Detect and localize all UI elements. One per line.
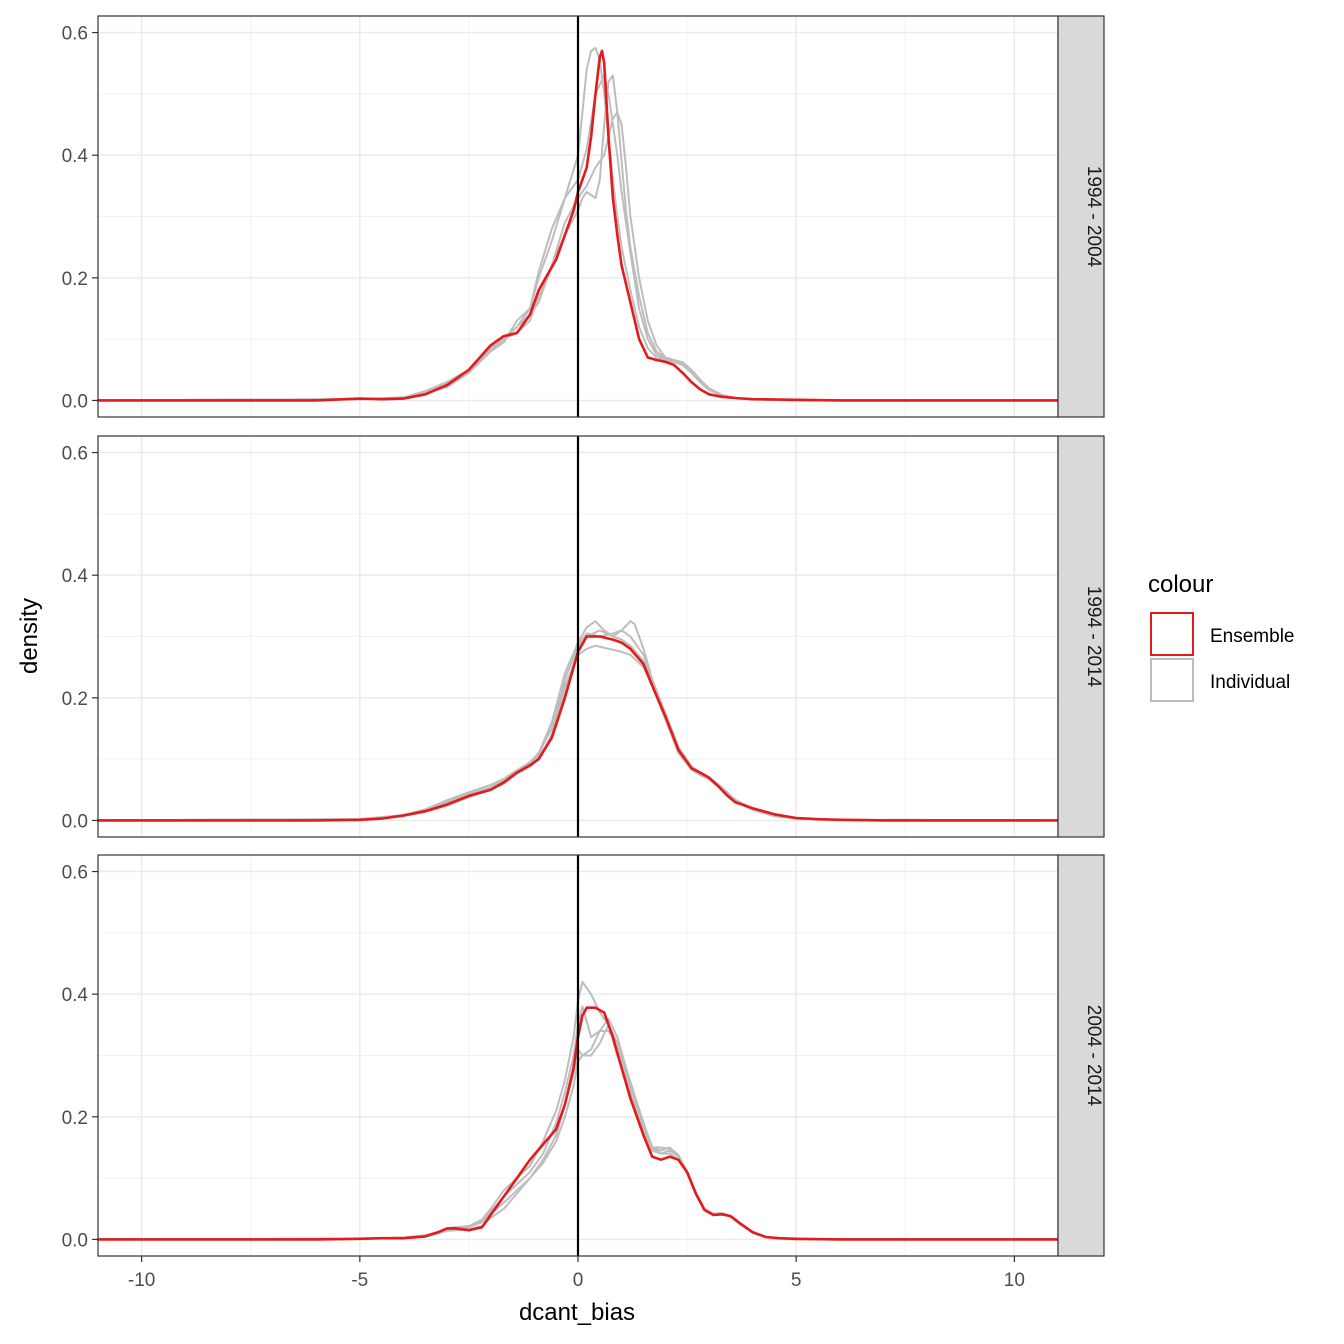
series-line-ensemble [96, 49, 1060, 402]
legend-key-individual [1150, 658, 1194, 702]
facet-strip-label: 1994 - 2004 [1083, 166, 1104, 268]
x-axis-title: dcant_bias [519, 1299, 635, 1326]
legend: colour Ensemble Individual [1148, 571, 1295, 702]
x-axis: -10 -5 0 5 10 [128, 1256, 1025, 1291]
facet-panel: 1994 - 2004 0.0 0.2 0.4 0.6 [62, 15, 1105, 418]
y-tick-label: 0.0 [62, 391, 88, 412]
facet-panel: 2004 - 2014 0.0 0.2 0.4 0.6 [62, 854, 1105, 1257]
facet-strip [1057, 854, 1105, 1257]
series-line-individual [97, 74, 1059, 402]
y-tick-label: 0.4 [62, 146, 89, 167]
y-axis-title: density [16, 598, 43, 674]
y-tick-label: 0.6 [62, 24, 88, 45]
y-tick-label: 0.0 [62, 1230, 88, 1251]
facet-strip [1057, 15, 1105, 418]
legend-label-ensemble: Ensemble [1210, 626, 1295, 647]
series-line-ensemble [96, 635, 1060, 822]
legend-key-ensemble [1150, 612, 1194, 656]
y-tick-label: 0.4 [62, 566, 89, 587]
y-tick-label: 0.2 [62, 269, 88, 290]
y-tick-label: 0.2 [62, 1108, 88, 1129]
facet-strip-label: 2004 - 2014 [1083, 1005, 1104, 1107]
series-line-individual [97, 629, 1059, 822]
x-tick-label: -10 [128, 1270, 155, 1291]
facet-strip-label: 1994 - 2014 [1083, 586, 1104, 688]
x-tick-label: 10 [1004, 1270, 1025, 1291]
x-tick-label: 5 [791, 1270, 802, 1291]
x-tick-label: 0 [573, 1270, 584, 1291]
legend-label-individual: Individual [1210, 672, 1290, 693]
y-tick-label: 0.4 [62, 985, 89, 1006]
y-tick-label: 0.2 [62, 689, 88, 710]
series-line-individual [97, 111, 1059, 402]
y-tick-label: 0.6 [62, 863, 88, 884]
y-tick-label: 0.6 [62, 444, 88, 465]
x-tick-label: -5 [351, 1270, 368, 1291]
facet-strip [1057, 435, 1105, 838]
y-tick-label: 0.0 [62, 811, 88, 832]
facet-panels: 1994 - 2004 0.0 0.2 0.4 0.6 1994 - 2014 0.0 0.2… [62, 15, 1105, 1257]
series-line-ensemble [96, 1006, 1060, 1241]
facet-panel: 1994 - 2014 0.0 0.2 0.4 0.6 [62, 435, 1105, 838]
legend-title: colour [1148, 571, 1213, 598]
